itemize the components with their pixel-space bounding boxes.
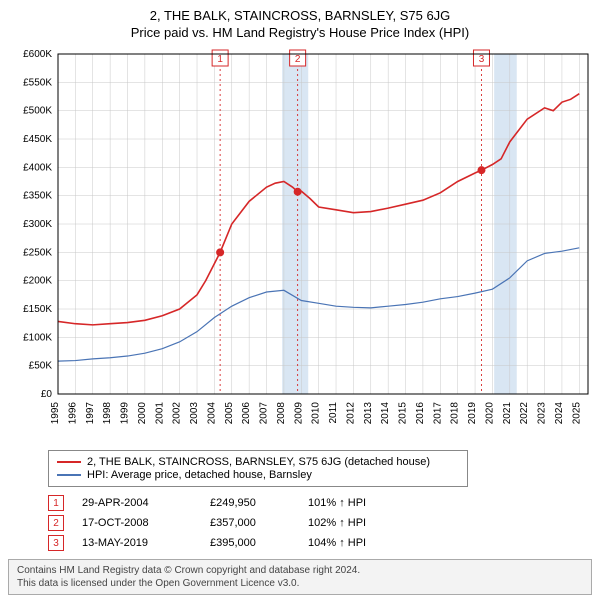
- x-tick-label: 2000: [137, 402, 148, 425]
- x-tick-label: 2002: [172, 402, 183, 425]
- sale-date: 17-OCT-2008: [82, 517, 192, 529]
- legend-swatch: [57, 474, 81, 476]
- x-tick-label: 2013: [363, 402, 374, 425]
- y-tick-label: £250K: [23, 247, 52, 258]
- x-tick-label: 2012: [345, 402, 356, 425]
- x-tick-label: 1999: [120, 402, 131, 425]
- y-tick-label: £500K: [23, 106, 52, 117]
- legend-label: 2, THE BALK, STAINCROSS, BARNSLEY, S75 6…: [87, 456, 430, 468]
- x-tick-label: 2007: [259, 402, 270, 425]
- title-subtitle: Price paid vs. HM Land Registry's House …: [8, 25, 592, 40]
- x-tick-label: 2017: [432, 402, 443, 425]
- y-tick-label: £300K: [23, 219, 52, 230]
- x-tick-label: 2022: [519, 402, 530, 425]
- y-tick-label: £550K: [23, 77, 52, 88]
- y-tick-label: £400K: [23, 162, 52, 173]
- y-tick-label: £350K: [23, 191, 52, 202]
- sale-number-marker: 1: [48, 495, 64, 511]
- sale-dot: [216, 248, 224, 256]
- x-tick-label: 2020: [484, 402, 495, 425]
- x-tick-label: 2023: [537, 402, 548, 425]
- sale-event-number: 2: [295, 54, 301, 65]
- x-tick-label: 2021: [502, 402, 513, 425]
- x-tick-label: 2003: [189, 402, 200, 425]
- x-tick-label: 2006: [241, 402, 252, 425]
- sale-number-marker: 2: [48, 515, 64, 531]
- sale-hpi-pct: 104% ↑ HPI: [308, 537, 398, 549]
- x-tick-label: 2019: [467, 402, 478, 425]
- legend: 2, THE BALK, STAINCROSS, BARNSLEY, S75 6…: [48, 450, 468, 487]
- x-tick-label: 2010: [311, 402, 322, 425]
- sale-dot: [477, 166, 485, 174]
- legend-label: HPI: Average price, detached house, Barn…: [87, 469, 312, 481]
- price-chart: £0 £50K £100K £150K £200K £250K £300K £350K £400…: [8, 44, 592, 444]
- sale-hpi-pct: 101% ↑ HPI: [308, 497, 398, 509]
- x-tick-label: 2001: [154, 402, 165, 425]
- sale-number-marker: 3: [48, 535, 64, 551]
- y-tick-label: £200K: [23, 276, 52, 287]
- sale-event-number: 1: [217, 54, 223, 65]
- sale-row: 3 13-MAY-2019 £395,000 104% ↑ HPI: [48, 535, 592, 551]
- y-tick-label: £450K: [23, 134, 52, 145]
- x-tick-label: 2004: [206, 402, 217, 425]
- legend-item: HPI: Average price, detached house, Barn…: [57, 469, 459, 481]
- y-tick-label: £150K: [23, 304, 52, 315]
- x-tick-label: 1998: [102, 402, 113, 425]
- chart-titles: 2, THE BALK, STAINCROSS, BARNSLEY, S75 6…: [8, 8, 592, 40]
- title-address: 2, THE BALK, STAINCROSS, BARNSLEY, S75 6…: [8, 8, 592, 23]
- sale-event-number: 3: [479, 54, 485, 65]
- x-tick-label: 2016: [415, 402, 426, 425]
- x-tick-label: 1995: [50, 402, 61, 425]
- x-tick-label: 2009: [293, 402, 304, 425]
- sale-date: 13-MAY-2019: [82, 537, 192, 549]
- sale-dot: [294, 188, 302, 196]
- y-tick-label: £0: [41, 389, 53, 400]
- x-tick-label: 2008: [276, 402, 287, 425]
- legend-item: 2, THE BALK, STAINCROSS, BARNSLEY, S75 6…: [57, 456, 459, 468]
- sale-row: 1 29-APR-2004 £249,950 101% ↑ HPI: [48, 495, 592, 511]
- x-tick-label: 2005: [224, 402, 235, 425]
- x-tick-label: 2014: [380, 402, 391, 425]
- y-tick-label: £50K: [29, 361, 53, 372]
- x-tick-label: 1996: [67, 402, 78, 425]
- sale-price: £249,950: [210, 497, 290, 509]
- footer-line: Contains HM Land Registry data © Crown c…: [17, 564, 583, 577]
- x-tick-label: 2015: [398, 402, 409, 425]
- sale-price: £395,000: [210, 537, 290, 549]
- x-tick-label: 2024: [554, 402, 565, 425]
- x-tick-label: 1997: [85, 402, 96, 425]
- sale-date: 29-APR-2004: [82, 497, 192, 509]
- y-tick-label: £600K: [23, 49, 52, 60]
- x-tick-label: 2011: [328, 402, 339, 424]
- x-tick-label: 2018: [450, 402, 461, 425]
- x-tick-label: 2025: [571, 402, 582, 425]
- sale-hpi-pct: 102% ↑ HPI: [308, 517, 398, 529]
- sale-price: £357,000: [210, 517, 290, 529]
- sales-table: 1 29-APR-2004 £249,950 101% ↑ HPI 2 17-OCT-20…: [48, 495, 592, 551]
- legend-swatch: [57, 461, 81, 463]
- footer-line: This data is licensed under the Open Gov…: [17, 577, 583, 590]
- y-tick-label: £100K: [23, 332, 52, 343]
- sale-row: 2 17-OCT-2008 £357,000 102% ↑ HPI: [48, 515, 592, 531]
